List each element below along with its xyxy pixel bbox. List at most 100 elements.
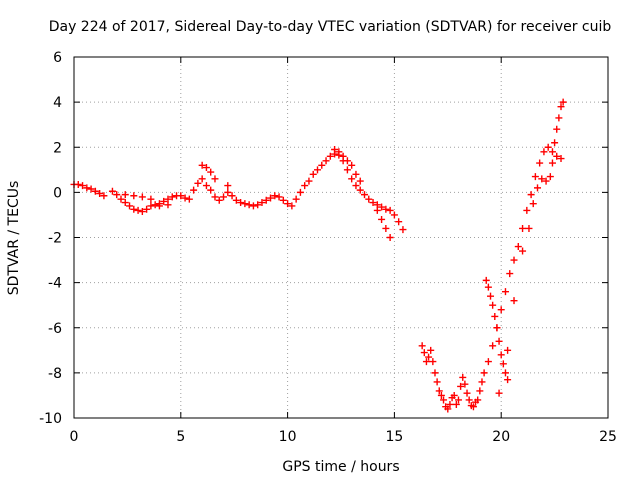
data-point xyxy=(523,206,531,214)
data-point xyxy=(373,206,381,214)
data-point xyxy=(418,342,426,350)
data-point xyxy=(232,196,240,204)
data-point xyxy=(425,353,433,361)
y-tick-label: 0 xyxy=(53,185,62,201)
data-point xyxy=(557,155,565,163)
data-point xyxy=(305,177,313,185)
data-point xyxy=(356,177,364,185)
data-point xyxy=(74,180,82,188)
data-point xyxy=(108,187,116,195)
x-tick-label: 0 xyxy=(70,429,79,445)
data-point xyxy=(113,191,121,199)
data-point xyxy=(130,205,138,213)
data-point xyxy=(369,199,377,207)
data-point xyxy=(399,226,407,234)
data-point xyxy=(450,391,458,399)
x-tick-label: 20 xyxy=(492,429,510,445)
data-point xyxy=(301,182,309,190)
data-point xyxy=(202,164,210,172)
data-point xyxy=(454,396,462,404)
data-point xyxy=(420,349,428,357)
data-point xyxy=(542,177,550,185)
data-point xyxy=(529,200,537,208)
data-point xyxy=(553,125,561,133)
grid xyxy=(74,57,608,418)
data-point xyxy=(151,201,159,209)
axis-ticks: 0 5 10 15 20 25 -10 -8 -6 -4 -2 0 2 4 6 xyxy=(39,50,617,445)
data-point xyxy=(548,148,556,156)
data-point xyxy=(365,195,373,203)
data-point xyxy=(121,191,129,199)
data-point xyxy=(487,292,495,300)
data-point xyxy=(339,152,347,160)
data-point xyxy=(185,195,193,203)
data-point xyxy=(390,211,398,219)
data-point xyxy=(499,360,507,368)
x-tick-label: 5 xyxy=(176,429,185,445)
data-point xyxy=(493,324,501,332)
data-point xyxy=(164,201,172,209)
data-point xyxy=(267,194,275,202)
data-point xyxy=(322,157,330,165)
data-point xyxy=(501,288,509,296)
data-point xyxy=(444,405,452,413)
data-point xyxy=(348,175,356,183)
data-point xyxy=(126,202,134,210)
data-point xyxy=(553,152,561,160)
data-point xyxy=(83,184,91,192)
data-point xyxy=(437,391,445,399)
data-point xyxy=(147,195,155,203)
data-point xyxy=(459,373,467,381)
data-point xyxy=(491,312,499,320)
data-point xyxy=(386,234,394,241)
data-point xyxy=(258,199,266,207)
y-tick-label: -2 xyxy=(48,231,62,247)
data-point xyxy=(271,192,279,200)
series-segment-2-branches xyxy=(121,146,394,241)
y-tick-label: 6 xyxy=(53,50,62,66)
data-point xyxy=(198,161,206,169)
series-segment-2 xyxy=(108,150,407,234)
data-point xyxy=(279,196,287,204)
series-segment-1 xyxy=(70,180,108,200)
data-point xyxy=(343,166,351,174)
data-points xyxy=(70,98,567,413)
data-point xyxy=(87,185,95,193)
data-point xyxy=(352,170,360,178)
data-point xyxy=(519,224,527,232)
data-point xyxy=(429,358,437,366)
data-point xyxy=(288,202,296,210)
data-point xyxy=(469,403,477,411)
data-point xyxy=(457,382,465,390)
y-tick-label: -6 xyxy=(48,321,62,337)
data-point xyxy=(478,378,486,386)
data-point xyxy=(130,192,138,200)
data-point xyxy=(79,182,87,190)
data-point xyxy=(190,186,198,194)
data-point xyxy=(284,200,292,208)
data-point xyxy=(117,195,125,203)
data-point xyxy=(292,195,300,203)
data-point xyxy=(495,337,503,345)
data-point xyxy=(160,197,168,205)
data-point xyxy=(378,203,386,211)
data-point xyxy=(215,196,223,204)
plot-frame xyxy=(73,56,609,419)
data-point xyxy=(463,389,471,397)
data-point xyxy=(427,346,435,354)
data-point xyxy=(318,161,326,169)
data-point xyxy=(431,369,439,377)
data-point xyxy=(134,206,142,214)
y-tick-label: -8 xyxy=(48,366,62,382)
data-point xyxy=(100,192,108,200)
data-point xyxy=(489,342,497,350)
y-axis-label: SDTVAR / TECUs xyxy=(6,181,22,296)
data-point xyxy=(143,205,151,213)
data-point xyxy=(506,270,514,278)
data-point xyxy=(211,193,219,201)
data-point xyxy=(482,276,490,284)
data-point xyxy=(378,215,386,223)
data-point xyxy=(228,192,236,200)
data-point xyxy=(352,182,360,190)
